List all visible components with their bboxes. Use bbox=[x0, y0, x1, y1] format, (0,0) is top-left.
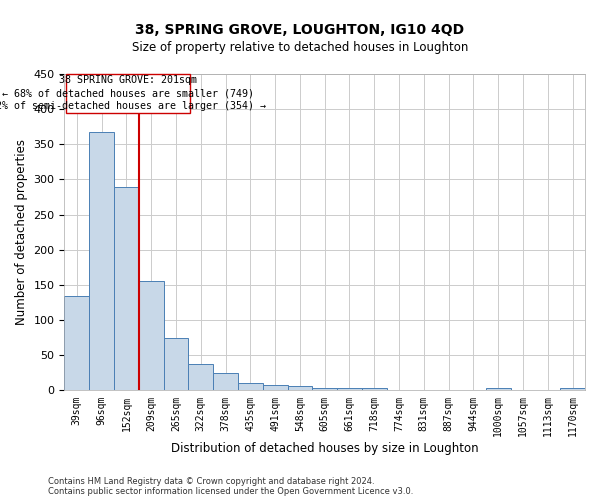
Text: ← 68% of detached houses are smaller (749): ← 68% of detached houses are smaller (74… bbox=[2, 88, 254, 99]
Text: Contains public sector information licensed under the Open Government Licence v3: Contains public sector information licen… bbox=[48, 487, 413, 496]
Bar bbox=[263, 385, 287, 390]
Bar bbox=[560, 388, 585, 390]
Bar bbox=[164, 338, 188, 390]
Bar bbox=[64, 296, 89, 390]
FancyBboxPatch shape bbox=[65, 74, 190, 112]
Bar bbox=[114, 186, 139, 390]
Bar bbox=[188, 364, 213, 390]
X-axis label: Distribution of detached houses by size in Loughton: Distribution of detached houses by size … bbox=[171, 442, 479, 455]
Bar bbox=[287, 386, 313, 390]
Bar bbox=[362, 388, 386, 390]
Bar bbox=[238, 384, 263, 390]
Text: Size of property relative to detached houses in Loughton: Size of property relative to detached ho… bbox=[132, 41, 468, 54]
Bar bbox=[89, 132, 114, 390]
Bar bbox=[213, 373, 238, 390]
Y-axis label: Number of detached properties: Number of detached properties bbox=[15, 139, 28, 325]
Text: 32% of semi-detached houses are larger (354) →: 32% of semi-detached houses are larger (… bbox=[0, 101, 266, 111]
Text: Contains HM Land Registry data © Crown copyright and database right 2024.: Contains HM Land Registry data © Crown c… bbox=[48, 477, 374, 486]
Bar bbox=[139, 282, 164, 391]
Bar bbox=[337, 388, 362, 390]
Text: 38, SPRING GROVE, LOUGHTON, IG10 4QD: 38, SPRING GROVE, LOUGHTON, IG10 4QD bbox=[136, 22, 464, 36]
Bar bbox=[313, 388, 337, 390]
Text: 38 SPRING GROVE: 201sqm: 38 SPRING GROVE: 201sqm bbox=[59, 76, 197, 86]
Bar bbox=[486, 388, 511, 390]
